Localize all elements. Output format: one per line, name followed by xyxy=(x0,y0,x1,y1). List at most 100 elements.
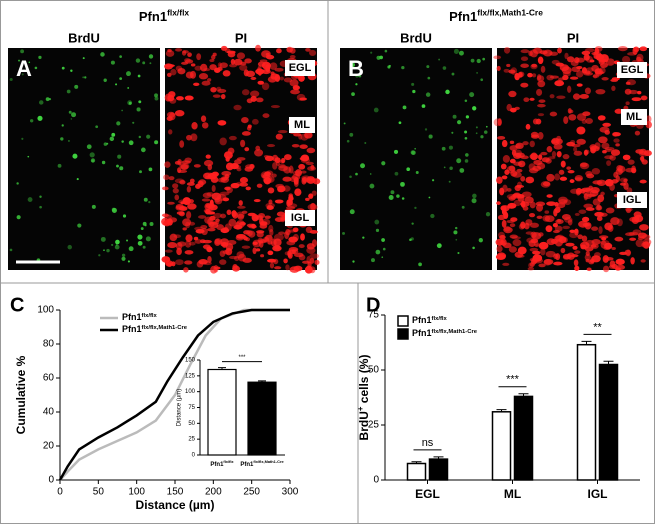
nucleus xyxy=(581,235,588,242)
nucleus xyxy=(314,259,320,265)
nucleus xyxy=(255,44,261,52)
panel-title-base: Pfn1 xyxy=(449,9,477,24)
nucleus xyxy=(203,68,211,72)
cell-dot xyxy=(381,161,386,166)
nucleus xyxy=(604,155,614,160)
nucleus xyxy=(591,226,599,231)
cell-dot xyxy=(126,239,129,242)
nucleus xyxy=(217,88,227,94)
nucleus xyxy=(252,247,257,255)
nucleus xyxy=(190,133,198,142)
nucleus xyxy=(261,69,271,75)
nucleus xyxy=(553,230,560,234)
nucleus xyxy=(266,205,274,210)
nucleus xyxy=(310,202,316,211)
cell-dot xyxy=(459,168,465,173)
nucleus xyxy=(536,88,543,96)
legend-label-superscript: flx/flx,Math1-Cre xyxy=(142,324,188,330)
nucleus xyxy=(182,197,191,205)
nucleus xyxy=(645,115,652,123)
nucleus xyxy=(211,192,222,201)
cell-dot xyxy=(458,50,464,56)
cell-dot xyxy=(439,243,442,246)
cell-dot xyxy=(456,158,462,164)
layer-label-box xyxy=(621,109,647,125)
nucleus xyxy=(184,95,194,101)
cell-dot xyxy=(21,137,24,140)
cell-dot xyxy=(115,83,118,86)
nucleus xyxy=(529,222,539,228)
cell-dot xyxy=(401,65,405,70)
nucleus xyxy=(516,168,523,173)
nucleus xyxy=(506,188,512,192)
cell-dot xyxy=(116,121,121,126)
nucleus xyxy=(584,48,595,53)
nucleus xyxy=(532,250,541,255)
nucleus xyxy=(567,56,575,63)
cell-dot xyxy=(67,244,72,250)
nucleus xyxy=(245,70,256,78)
nucleus xyxy=(219,137,227,146)
cell-dot xyxy=(412,89,416,94)
nucleus xyxy=(542,49,553,57)
nucleus xyxy=(228,135,237,141)
y-axis-label: Distance (µm) xyxy=(177,389,183,426)
nucleus xyxy=(246,98,253,104)
nucleus xyxy=(623,178,628,183)
nucleus xyxy=(250,76,257,81)
layer-label: ML xyxy=(626,111,642,123)
cell-dot xyxy=(457,251,460,255)
nucleus xyxy=(220,45,228,51)
nucleus xyxy=(177,169,188,173)
panel-title-superscript: flx/flx,Math1-Cre xyxy=(477,8,543,18)
cell-dot xyxy=(37,115,43,121)
nucleus xyxy=(529,49,538,58)
nucleus xyxy=(584,87,591,95)
nucleus xyxy=(560,247,566,254)
cell-dot xyxy=(70,69,73,72)
legend-label-base: Pfn1 xyxy=(122,312,142,322)
nucleus xyxy=(273,258,279,265)
cell-dot xyxy=(21,73,24,76)
nucleus xyxy=(600,191,605,196)
legend-label-superscript: flx/flx xyxy=(142,312,158,318)
nucleus xyxy=(631,97,642,102)
nucleus xyxy=(554,173,561,181)
nucleus xyxy=(264,215,271,219)
cell-dot xyxy=(451,131,454,134)
cell-dot xyxy=(409,238,412,242)
y-tick-label: 100 xyxy=(37,305,54,316)
nucleus xyxy=(189,178,195,184)
cell-dot xyxy=(68,110,72,114)
nucleus xyxy=(605,58,615,66)
nucleus xyxy=(274,244,281,250)
nucleus xyxy=(590,147,596,154)
nucleus xyxy=(523,97,530,103)
nucleus xyxy=(236,52,246,60)
cell-dot xyxy=(27,197,33,202)
nucleus xyxy=(257,65,262,73)
nucleus xyxy=(524,222,530,230)
nucleus xyxy=(594,211,604,217)
cell-dot xyxy=(480,135,484,139)
cell-dot xyxy=(381,256,384,259)
nucleus xyxy=(610,149,621,156)
cell-dot xyxy=(72,153,78,159)
nucleus xyxy=(553,261,563,266)
cell-dot xyxy=(426,65,430,69)
nucleus xyxy=(261,218,271,226)
nucleus xyxy=(255,97,264,103)
cell-dot xyxy=(401,197,405,200)
cell-dot xyxy=(68,140,70,142)
nucleus xyxy=(543,258,554,265)
nucleus xyxy=(616,264,626,270)
image-label: BrdU xyxy=(68,30,100,45)
x-tick-label: 250 xyxy=(243,487,260,498)
nucleus xyxy=(500,240,506,245)
nucleus xyxy=(264,234,273,242)
nucleus xyxy=(200,115,207,123)
cell-dot xyxy=(465,115,470,119)
image-label: PI xyxy=(235,30,247,45)
nucleus xyxy=(592,198,601,206)
